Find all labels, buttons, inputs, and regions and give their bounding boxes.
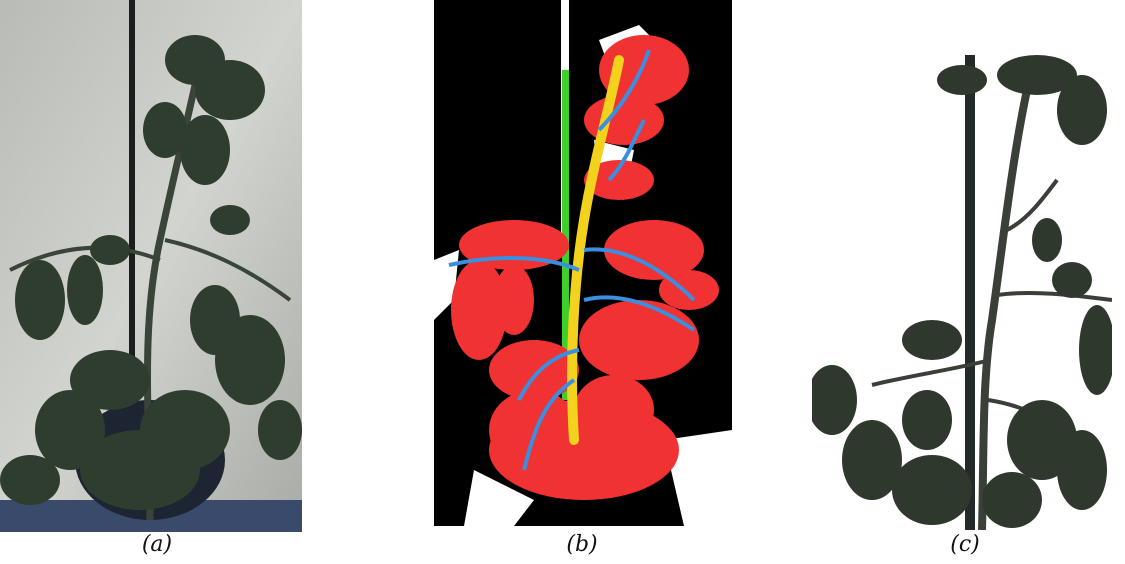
stake-masked bbox=[965, 55, 975, 530]
leaves-masked bbox=[812, 55, 1112, 528]
panel-a bbox=[0, 0, 302, 532]
branch-mask bbox=[448, 49, 696, 471]
main-stem-mask bbox=[567, 55, 624, 445]
caption-b: (b) bbox=[566, 532, 598, 557]
stake bbox=[129, 0, 135, 532]
foliage bbox=[0, 35, 302, 510]
caption-c: (c) bbox=[950, 532, 980, 557]
segmentation-mask bbox=[434, 0, 732, 526]
masked-plant bbox=[812, 0, 1112, 530]
caption-a: (a) bbox=[141, 532, 173, 557]
panel-b bbox=[434, 0, 732, 526]
stem-masked bbox=[978, 89, 1031, 530]
branches-masked bbox=[871, 178, 1112, 442]
panel-c bbox=[812, 0, 1112, 530]
plant-photo bbox=[0, 0, 302, 532]
stake-mask bbox=[562, 70, 569, 400]
